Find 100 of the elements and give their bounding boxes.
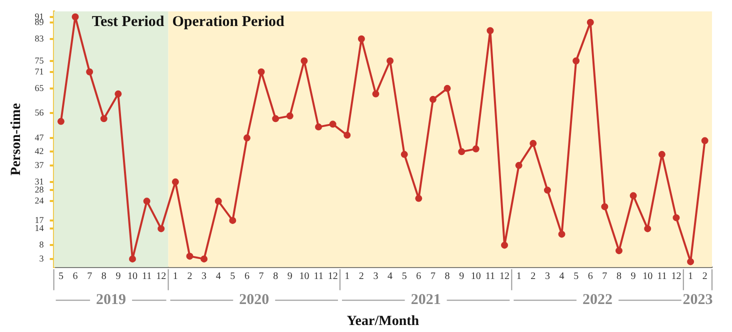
y-tick-label: 71 [34,66,44,76]
point [530,140,537,147]
y-tick-label: 17 [34,214,44,225]
x-tick-label: 7 [430,270,436,282]
point [687,258,694,266]
point [329,120,336,128]
point [272,115,280,122]
y-tick-label: 31 [34,176,44,186]
text: 2023 [682,292,713,308]
x-tick-label: 3 [373,270,378,282]
band-label: Operation Period [172,14,285,30]
x-tick-label: 11 [657,270,667,282]
point [358,35,365,42]
x-tick-label: 4 [216,270,221,282]
y-axis-title: Person-time [9,103,24,176]
point [372,90,380,98]
point [344,132,351,139]
x-tick-label: 12 [328,270,338,282]
x-tick-label: 1 [172,270,178,282]
x-tick-label: 5 [402,270,407,282]
point [458,148,466,156]
x-tick-label: 2 [358,270,364,282]
point [286,112,294,120]
point [501,242,508,249]
point [586,18,594,26]
y-tick-label: 28 [34,184,44,195]
x-tick-label: 6 [588,270,593,282]
x-tick-label: 12 [500,270,510,282]
point [630,192,637,200]
x-tick-label: 9 [630,270,636,282]
x-tick-label: 12 [156,270,166,282]
x-tick-label: 5 [58,270,64,282]
point [544,186,551,194]
point [472,145,480,152]
text: 2019 [96,292,126,308]
x-tick-label: 11 [142,270,152,282]
x-tick-label: 6 [244,270,250,282]
point [200,255,208,262]
point [129,255,136,262]
x-tick-label: 10 [128,270,138,282]
x-tick-label: 2 [187,270,192,282]
y-tick-label: 14 [34,223,44,234]
x-tick-label: 3 [544,270,550,282]
x-tick-label: 7 [258,270,264,282]
point [386,57,394,64]
point [86,68,94,76]
point [172,178,179,186]
x-tick-label: 9 [116,270,121,282]
x-tick-label: 10 [470,270,481,282]
x-tick-label: 8 [616,270,622,282]
y-tick-label: 65 [34,82,44,93]
x-tick-label: 7 [87,270,92,282]
point [243,134,250,142]
y-tick-label: 37 [34,160,44,170]
x-tick-label: 3 [202,270,207,282]
x-tick-label: 1 [516,270,522,282]
point [444,84,451,92]
point [315,123,322,130]
point [143,198,150,205]
point [558,230,566,238]
point [644,225,652,232]
text: 2021 [410,292,441,308]
point [429,96,436,103]
x-tick-label: 7 [602,270,608,282]
point [701,137,708,144]
x-tick-label: 5 [574,270,579,282]
x-tick-label: 6 [72,270,78,282]
y-tick-label: 91 [34,11,44,22]
point [72,13,79,20]
text: 2020 [239,292,270,308]
x-tick-label: 10 [642,270,653,282]
x-tick-label: 1 [344,270,350,282]
x-tick-label: 2 [530,270,536,282]
band-label: Test Period [92,14,165,30]
point [57,118,64,125]
y-tick-label: 83 [34,33,44,44]
point [114,90,122,98]
point [415,194,422,202]
x-tick-label: 11 [314,270,324,282]
x-tick-label: 10 [299,270,310,282]
point [229,216,236,224]
y-tick-label: 47 [34,132,44,142]
y-tick-label: 56 [34,108,44,118]
point [100,115,108,122]
x-tick-label: 5 [230,270,236,282]
x-tick-label: 8 [101,270,106,282]
point [258,68,265,76]
text: 2022 [582,292,613,308]
point [214,198,222,205]
x-tick-label: 8 [273,270,278,282]
x-tick-label: 11 [485,270,496,282]
x-tick-label: 1 [688,270,694,282]
y-tick-label: 75 [34,55,44,66]
x-tick-label: 9 [287,270,292,282]
point [572,57,580,64]
y-tick-label: 3 [39,253,44,264]
x-tick-label: 6 [416,270,422,282]
point [486,27,494,34]
x-tick-label: 9 [459,270,464,282]
point [515,162,522,169]
